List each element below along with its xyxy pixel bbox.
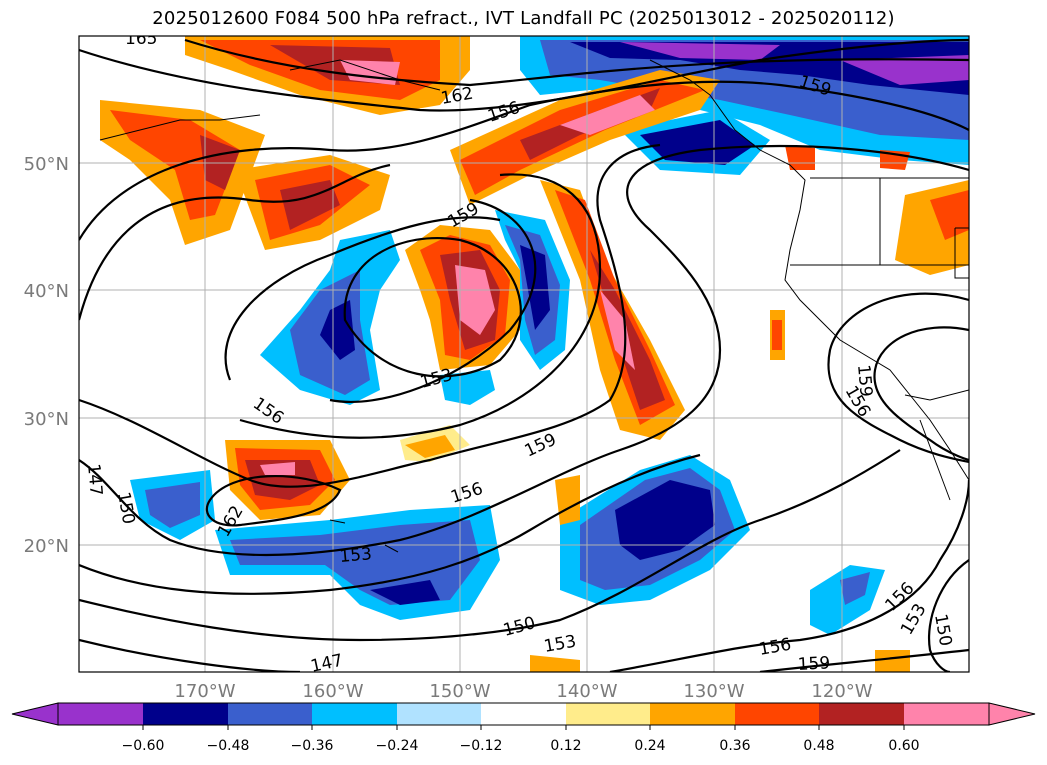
colorbar-tick-label: −0.12 — [460, 738, 503, 754]
colorbar-extend-low — [11, 702, 59, 726]
colorbar-tick-label: −0.24 — [376, 738, 419, 754]
contour-label: 165 — [125, 29, 157, 49]
colorbar: −0.60 −0.48 −0.36 −0.24 −0.12 0.12 0.24 … — [11, 702, 1036, 754]
lat-label: 50°N — [24, 154, 69, 175]
lon-label: 130°W — [683, 681, 744, 702]
map-panel: 165 162 156 159 159 153 156 159 156 150 … — [79, 29, 969, 677]
lon-label: 120°W — [811, 681, 872, 702]
lon-label: 170°W — [174, 681, 235, 702]
map-frame — [78, 35, 970, 673]
lat-label: 30°N — [24, 409, 69, 430]
colorbar-segment — [904, 703, 989, 725]
colorbar-tick-label: 0.48 — [803, 738, 834, 754]
lon-label: 150°W — [429, 681, 490, 702]
lat-labels: 50°N 40°N 30°N 20°N — [24, 154, 69, 557]
colorbar-segment — [481, 703, 566, 725]
colorbar-extend-high — [988, 702, 1036, 726]
colorbar-tick-label: −0.48 — [207, 738, 250, 754]
colorbar-tick-label: 0.12 — [550, 738, 581, 754]
colorbar-segment — [566, 703, 650, 725]
lat-label: 20°N — [24, 536, 69, 557]
coastline — [99, 59, 969, 553]
lon-labels: 170°W 160°W 150°W 140°W 130°W 120°W — [174, 681, 872, 702]
colorbar-tick-label: 0.60 — [888, 738, 919, 754]
colorbar-segment — [650, 703, 735, 725]
colorbar-segment — [735, 703, 819, 725]
lat-label: 40°N — [24, 281, 69, 302]
contour-label: 147 — [83, 463, 106, 497]
graticule — [79, 36, 969, 672]
colorbar-segment — [228, 703, 312, 725]
colorbar-segment — [312, 703, 397, 725]
contour-label: 159 — [853, 364, 876, 398]
colorbar-segment — [143, 703, 228, 725]
colorbar-segment — [819, 703, 904, 725]
colorbar-tick-label: 0.36 — [719, 738, 750, 754]
lon-label: 160°W — [302, 681, 363, 702]
height-contours — [79, 38, 969, 672]
colorbar-tick-label: 0.24 — [634, 738, 665, 754]
colorbar-tick-label: −0.36 — [291, 738, 334, 754]
colorbar-tick-label: −0.60 — [122, 738, 165, 754]
colorbar-segment — [397, 703, 481, 725]
contour-label: 153 — [339, 544, 373, 567]
contour-label: 159 — [797, 653, 830, 675]
shaded-field — [100, 36, 969, 672]
colorbar-segment — [58, 703, 143, 725]
contour-label: 147 — [309, 651, 345, 677]
lon-label: 140°W — [556, 681, 617, 702]
colorbar-ticks: −0.60 −0.48 −0.36 −0.24 −0.12 0.12 0.24 … — [122, 738, 920, 754]
plot-title: 2025012600 F084 500 hPa refract., IVT La… — [152, 8, 895, 29]
